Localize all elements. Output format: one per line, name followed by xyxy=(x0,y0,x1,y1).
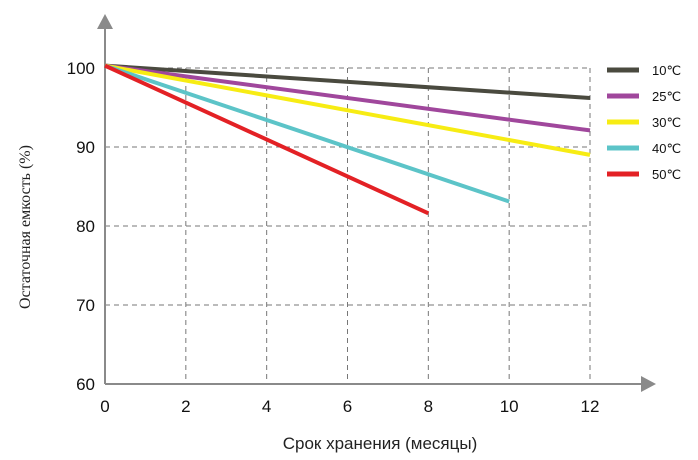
series-line xyxy=(104,63,430,216)
axes xyxy=(97,14,656,392)
legend-label: 10℃ xyxy=(652,63,681,78)
legend-label: 25℃ xyxy=(652,89,681,104)
series-group xyxy=(104,63,591,216)
legend-label: 30℃ xyxy=(652,115,681,130)
y-axis-label: Остаточная емкость (%) xyxy=(17,145,34,309)
legend-label: 50℃ xyxy=(652,167,681,182)
x-axis-label: Срок хранения (месяцы) xyxy=(283,434,478,453)
x-axis-arrow-icon xyxy=(641,376,656,392)
x-tick-label: 2 xyxy=(181,397,190,416)
y-tick-label: 90 xyxy=(76,138,95,157)
x-tick-label: 0 xyxy=(100,397,109,416)
x-tick-label: 12 xyxy=(581,397,600,416)
x-tick-label: 4 xyxy=(262,397,271,416)
y-tick-label: 60 xyxy=(76,375,95,394)
series-line xyxy=(104,63,510,204)
grid xyxy=(105,67,591,384)
x-tick-label: 8 xyxy=(424,397,433,416)
legend-label: 40℃ xyxy=(652,141,681,156)
tick-labels: 0 2 4 6 8 10 12 60 70 80 90 100 xyxy=(67,59,600,416)
y-tick-label: 80 xyxy=(76,217,95,236)
y-tick-label: 70 xyxy=(76,296,95,315)
series-line xyxy=(104,63,591,157)
x-tick-label: 10 xyxy=(500,397,519,416)
y-tick-label: 100 xyxy=(67,59,95,78)
legend: 10℃ 25℃ 30℃ 40℃ 50℃ xyxy=(607,63,681,182)
x-tick-label: 6 xyxy=(343,397,352,416)
series-line xyxy=(104,63,591,101)
y-axis-arrow-icon xyxy=(97,14,113,29)
series-line xyxy=(104,63,591,133)
